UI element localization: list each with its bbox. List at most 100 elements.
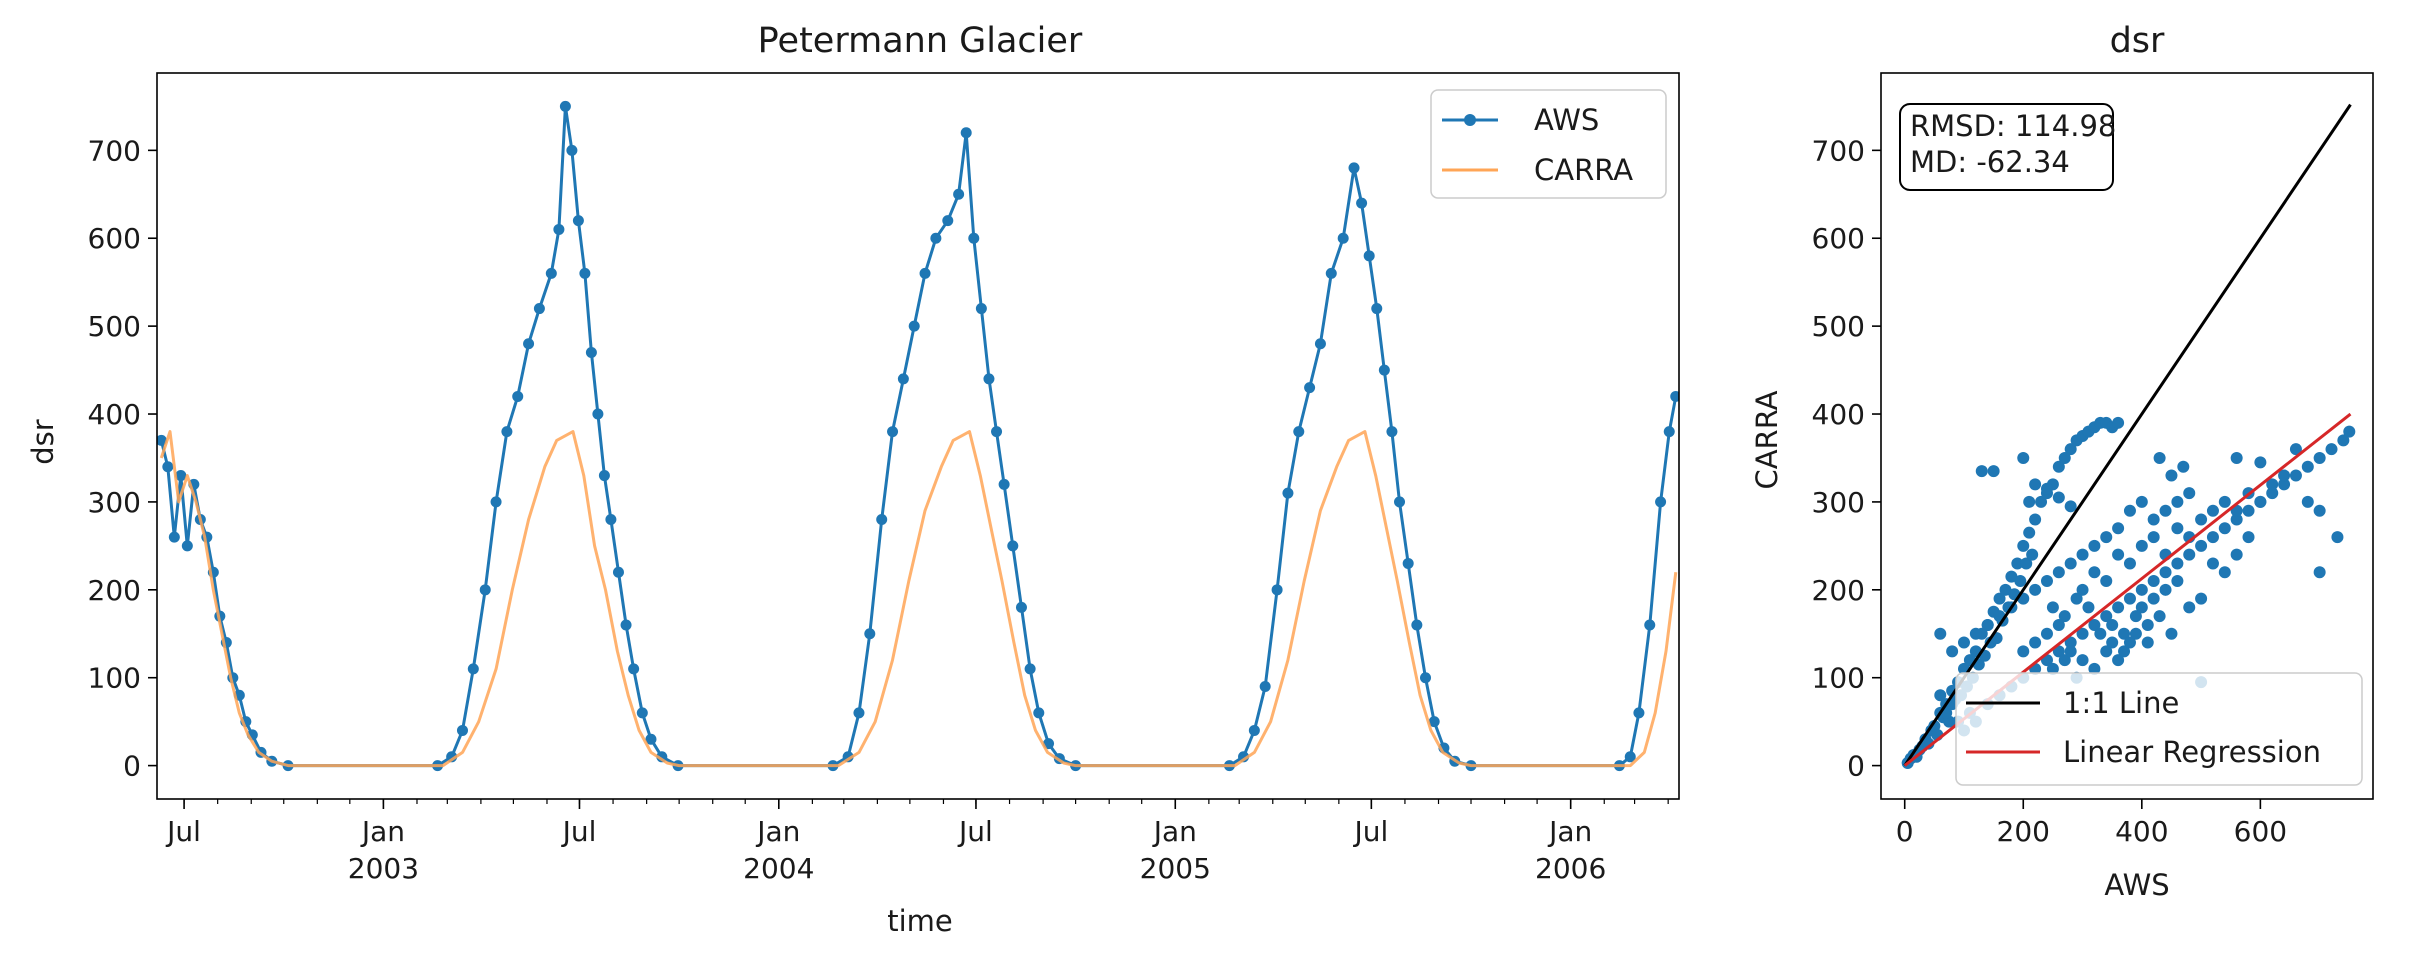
aws-marker	[887, 426, 899, 438]
scatter-point	[2343, 425, 2356, 438]
scatter-point	[2118, 645, 2131, 658]
aws-marker	[1394, 496, 1406, 508]
scatter-point	[2106, 618, 2119, 631]
aws-marker	[1248, 724, 1260, 736]
aws-marker	[998, 478, 1010, 490]
scatter-point	[2029, 636, 2042, 649]
aws-marker	[566, 144, 578, 156]
aws-marker	[612, 566, 624, 578]
scatter-point	[2177, 460, 2190, 473]
scatter-point	[2058, 451, 2071, 464]
scatter-point	[2195, 513, 2208, 526]
aws-marker	[897, 373, 909, 385]
aws-marker	[479, 584, 491, 596]
scatter-point	[2141, 636, 2154, 649]
scatter-point	[2230, 513, 2243, 526]
aws-marker	[181, 540, 193, 552]
x-tick-label: Jul	[1352, 815, 1388, 848]
scatter-point	[2112, 654, 2125, 667]
scatter-point	[2052, 491, 2065, 504]
aws-marker	[983, 373, 995, 385]
scatter-point	[1993, 592, 2006, 605]
scatter-point	[1999, 583, 2012, 596]
scatter-point	[2017, 645, 2030, 658]
scatter-point	[1934, 627, 1947, 640]
x-tick-year-label: 2005	[1140, 852, 1211, 885]
stats-rmsd: RMSD: 114.98	[1910, 109, 2116, 143]
scatter-point	[2206, 531, 2219, 544]
scatter-point	[2112, 416, 2125, 429]
timeseries-axes-frame	[156, 72, 1680, 800]
timeseries-panel: Petermann Glacier dsr time 0 100 200 300 400…	[26, 21, 1680, 938]
scatter-point	[2100, 645, 2113, 658]
aws-marker	[975, 303, 987, 315]
aws-marker	[1655, 496, 1667, 508]
aws-marker	[1015, 601, 1027, 613]
scatter-point	[2301, 460, 2314, 473]
scatter-point	[2331, 531, 2344, 544]
aws-marker	[168, 531, 180, 543]
x-tick-label: Jul	[165, 815, 201, 848]
identity-line	[1903, 103, 2352, 767]
aws-marker	[1325, 267, 1337, 279]
scatter-point	[2129, 610, 2142, 623]
aws-marker	[1293, 426, 1305, 438]
x-tick-label: Jan	[1547, 815, 1592, 848]
scatter-point	[1922, 737, 1935, 750]
aws-marker	[598, 470, 610, 482]
scatter-point	[2230, 548, 2243, 561]
scatter-point	[2052, 566, 2065, 579]
scatter-xlabel: AWS	[2104, 868, 2169, 902]
scatter-point	[2100, 531, 2113, 544]
scatter-point	[2147, 513, 2160, 526]
scatter-point	[2029, 583, 2042, 596]
scatter-point	[1934, 689, 1947, 702]
scatter-point	[2206, 557, 2219, 570]
scatter-point	[2195, 539, 2208, 552]
scatter-point	[2159, 504, 2172, 517]
timeseries-x-ticks: Jul Jan 2003 Jul Jan 2004 Jul Jan 2005 Jul Jan 2006	[165, 799, 1606, 885]
aws-marker	[636, 707, 648, 719]
scatter-point	[2029, 513, 2042, 526]
scatter-legend: 1:1 Line Linear Regression	[1955, 672, 2363, 786]
scatter-point	[2058, 610, 2071, 623]
aws-marker	[545, 267, 557, 279]
scatter-point	[2135, 495, 2148, 508]
aws-marker	[1007, 540, 1019, 552]
scatter-point	[2017, 539, 2030, 552]
aws-marker	[523, 338, 535, 350]
scatter-point	[2020, 557, 2033, 570]
timeseries-legend: AWS CARRA	[1430, 89, 1667, 199]
scatter-point	[2112, 548, 2125, 561]
scatter-point	[1975, 465, 1988, 478]
scatter-point	[2046, 662, 2059, 675]
aws-marker	[1337, 232, 1349, 244]
scatter-point	[2159, 566, 2172, 579]
aws-marker	[1633, 707, 1645, 719]
x-tick-label: 200	[1997, 815, 2050, 848]
scatter-point	[2129, 627, 2142, 640]
x-tick-label: Jan	[360, 815, 405, 848]
scatter-point	[2088, 566, 2101, 579]
scatter-y-ticks: 0 100 200 300 400 500 600 700	[1812, 134, 1881, 783]
scatter-point	[2165, 469, 2178, 482]
aws-marker	[553, 223, 565, 235]
aws-marker	[1411, 619, 1423, 631]
aws-marker	[942, 215, 954, 227]
legend-marker-aws	[1464, 114, 1476, 126]
aws-marker	[1024, 663, 1036, 675]
scatter-point	[2046, 601, 2059, 614]
scatter-point	[2052, 618, 2065, 631]
scatter-point	[2040, 627, 2053, 640]
scatter-point	[2058, 654, 2071, 667]
aws-marker	[501, 426, 513, 438]
scatter-point	[2064, 645, 2077, 658]
y-tick-label: 700	[88, 134, 141, 167]
scatter-point	[2278, 478, 2291, 491]
scatter-point	[2052, 460, 2065, 473]
aws-marker	[1033, 707, 1045, 719]
y-tick-label: 0	[1847, 750, 1865, 783]
scatter-point	[2076, 548, 2089, 561]
scatter-point	[2242, 504, 2255, 517]
aws-marker	[559, 100, 571, 112]
